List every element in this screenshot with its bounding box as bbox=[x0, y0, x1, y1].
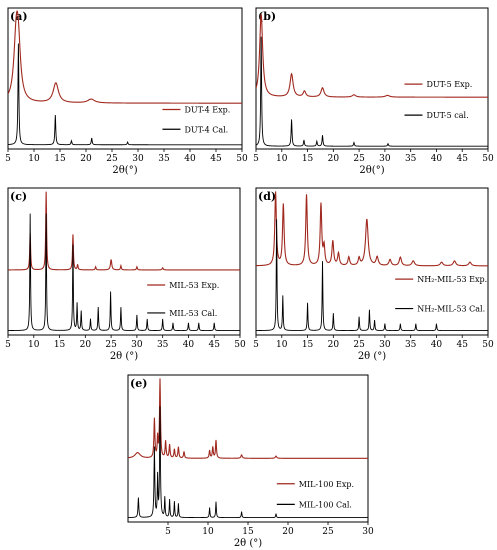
panel-label: (a) bbox=[10, 10, 28, 23]
x-tick-label: 5 bbox=[5, 154, 11, 164]
series-line-exp bbox=[256, 191, 488, 267]
x-tick-label: 30 bbox=[379, 154, 391, 164]
x-tick-label: 40 bbox=[431, 340, 443, 350]
x-tick-label: 30 bbox=[379, 340, 391, 350]
panel-label: (c) bbox=[10, 190, 27, 203]
x-tick-label: 25 bbox=[353, 340, 365, 350]
panel-1: 5 10 15 20 25 30 35 40 45 50 2θ(°) (b) DUT-5 Exp. DUT… bbox=[253, 7, 494, 176]
x-tick-label: 50 bbox=[482, 340, 494, 350]
series-line-cal bbox=[8, 43, 242, 146]
x-tick-label: 5 bbox=[253, 340, 259, 350]
legend-label: NH₂-MIL-53 Cal. bbox=[417, 305, 485, 314]
panel-label: (e) bbox=[130, 377, 147, 390]
x-tick-label: 30 bbox=[362, 527, 374, 537]
x-tick-label: 45 bbox=[210, 154, 222, 164]
legend-label: MIL-53 Exp. bbox=[169, 281, 219, 290]
x-tick-label: 15 bbox=[302, 154, 314, 164]
legend-label: DUT-5 cal. bbox=[426, 111, 468, 120]
series-line-cal bbox=[8, 213, 240, 332]
x-tick-label: 45 bbox=[456, 154, 468, 164]
legend-label: NH₂-MIL-53 Exp. bbox=[417, 275, 487, 284]
x-tick-label: 50 bbox=[236, 154, 248, 164]
x-tick-label: 25 bbox=[322, 527, 334, 537]
panel-label: (d) bbox=[258, 190, 276, 203]
legend-label: DUT-5 Exp. bbox=[426, 80, 472, 89]
x-tick-label: 45 bbox=[456, 340, 468, 350]
panel-3: 5 10 15 20 25 30 35 40 45 50 2θ (°) (d) NH₂-MIL-53 E… bbox=[253, 187, 494, 362]
x-tick-label: 20 bbox=[328, 154, 340, 164]
series-line-exp bbox=[256, 14, 488, 98]
x-tick-label: 10 bbox=[202, 527, 214, 537]
series-line-exp bbox=[128, 378, 368, 459]
legend-label: MIL-100 Cal. bbox=[299, 500, 352, 509]
x-tick-label: 10 bbox=[276, 340, 288, 350]
x-tick-label: 20 bbox=[80, 340, 92, 350]
legend-label: DUT-4 Exp. bbox=[184, 106, 230, 115]
x-tick-label: 35 bbox=[405, 340, 417, 350]
x-tick-label: 10 bbox=[28, 340, 40, 350]
x-tick-label: 50 bbox=[234, 340, 246, 350]
x-axis-title: 2θ(°) bbox=[359, 165, 384, 176]
legend-label: MIL-100 Exp. bbox=[299, 480, 354, 489]
x-tick-label: 15 bbox=[302, 340, 314, 350]
x-tick-label: 35 bbox=[405, 154, 417, 164]
x-tick-label: 25 bbox=[106, 154, 118, 164]
x-tick-label: 15 bbox=[242, 527, 254, 537]
x-tick-label: 20 bbox=[328, 340, 340, 350]
x-axis-title: 2θ(°) bbox=[112, 165, 137, 176]
series-line-cal bbox=[128, 406, 368, 519]
x-tick-label: 20 bbox=[282, 527, 294, 537]
x-tick-label: 20 bbox=[80, 154, 92, 164]
x-tick-label: 30 bbox=[132, 154, 144, 164]
x-tick-label: 30 bbox=[131, 340, 143, 350]
legend-label: MIL-53 Cal. bbox=[169, 309, 217, 318]
x-tick-label: 5 bbox=[165, 527, 171, 537]
x-tick-label: 10 bbox=[28, 154, 40, 164]
x-tick-label: 25 bbox=[105, 340, 117, 350]
x-tick-label: 15 bbox=[54, 154, 66, 164]
x-tick-label: 25 bbox=[353, 154, 365, 164]
x-axis-title: 2θ (°) bbox=[110, 351, 138, 362]
plot-frame bbox=[7, 187, 241, 336]
x-tick-label: 5 bbox=[5, 340, 11, 350]
plot-frame bbox=[255, 187, 489, 336]
panel-4: 5 10 15 20 25 30 2θ (°) (e) MIL-100 Exp. MIL-100 … bbox=[127, 374, 374, 549]
x-tick-label: 15 bbox=[54, 340, 66, 350]
x-tick-label: 45 bbox=[208, 340, 220, 350]
x-axis-title: 2θ (°) bbox=[234, 538, 262, 549]
plot-frame bbox=[255, 7, 489, 150]
series-line-exp bbox=[8, 10, 242, 104]
series-line-exp bbox=[8, 191, 240, 271]
series-line-cal bbox=[256, 36, 488, 147]
plot-frame bbox=[7, 7, 243, 150]
x-tick-label: 40 bbox=[183, 340, 195, 350]
panel-0: 5 10 15 20 25 30 35 40 45 50 2θ(°) (a) DUT-4 Exp. DUT… bbox=[5, 7, 248, 176]
x-tick-label: 5 bbox=[253, 154, 259, 164]
legend-label: DUT-4 Cal. bbox=[184, 125, 228, 134]
x-tick-label: 35 bbox=[158, 154, 170, 164]
x-axis-title: 2θ (°) bbox=[358, 351, 386, 362]
x-tick-label: 40 bbox=[184, 154, 196, 164]
x-tick-label: 40 bbox=[431, 154, 443, 164]
x-tick-label: 10 bbox=[276, 154, 288, 164]
panel-2: 5 10 15 20 25 30 35 40 45 50 2θ (°) (c) MIL-53 Exp. M… bbox=[5, 187, 246, 362]
x-tick-label: 50 bbox=[482, 154, 494, 164]
series-line-cal bbox=[256, 219, 488, 332]
x-tick-label: 35 bbox=[157, 340, 169, 350]
panel-label: (b) bbox=[258, 10, 276, 23]
